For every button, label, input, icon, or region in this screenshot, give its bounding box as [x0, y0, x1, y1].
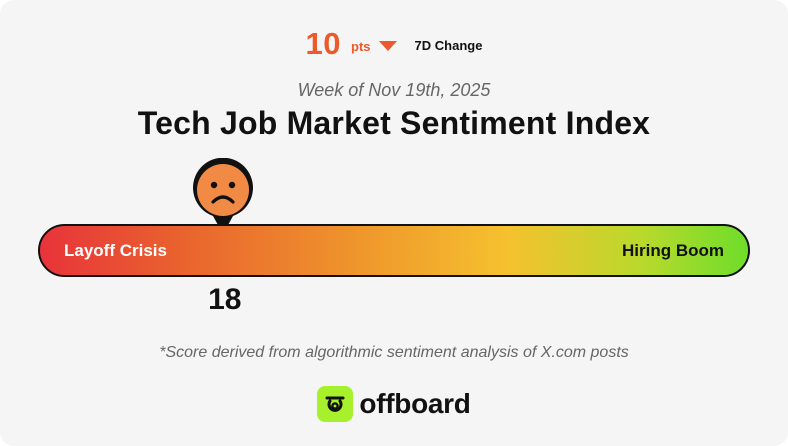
brand: offboard [0, 386, 788, 422]
week-label: Week of Nov 19th, 2025 [297, 80, 491, 100]
brand-name: offboard [359, 388, 471, 419]
change-label: 7D Change [414, 38, 483, 53]
change-unit: pts [351, 38, 371, 54]
sentiment-gauge: Layoff Crisis Hiring Boom [38, 224, 750, 277]
change-value: 10 [305, 26, 342, 61]
sad-face-icon [192, 157, 253, 234]
gauge-high-label: Hiring Boom [622, 241, 724, 260]
page-title: Tech Job Market Sentiment Index [137, 105, 651, 141]
offboard-logo-icon [317, 386, 354, 422]
footnote: *Score derived from algorithmic sentimen… [159, 344, 629, 361]
gauge-low-label: Layoff Crisis [64, 241, 167, 260]
score-value: 18 [208, 283, 242, 316]
seven-day-change: 10 pts 7D Change [0, 26, 788, 62]
down-arrow-icon [378, 41, 397, 51]
score-marker [191, 157, 255, 236]
